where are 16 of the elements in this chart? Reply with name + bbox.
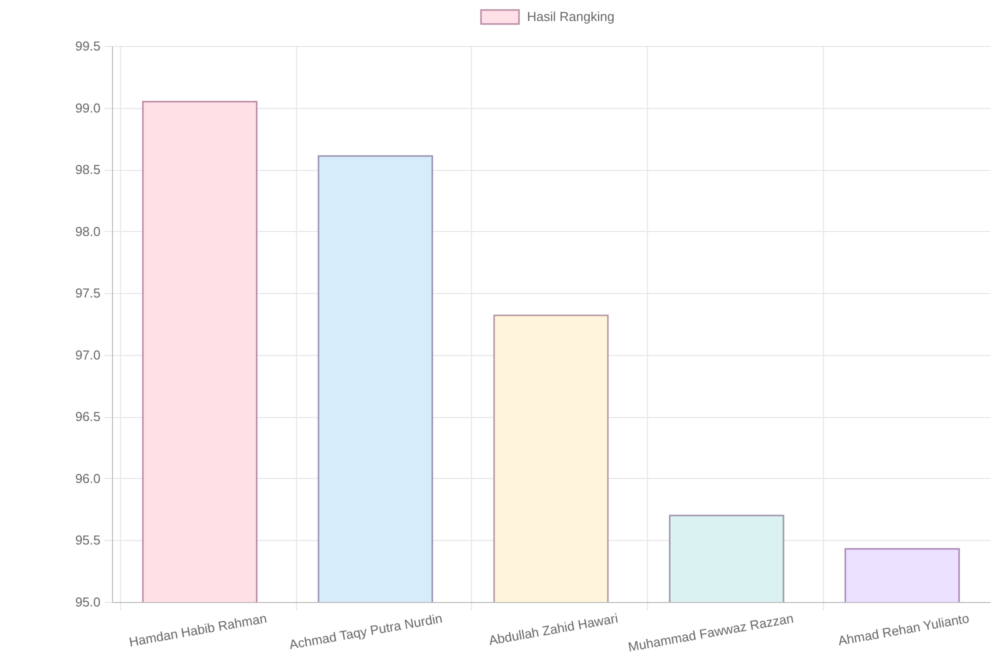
y-tick-label: 95.0 [75,594,100,610]
x-tick-label: Achmad Taqy Putra Nurdin [288,610,444,652]
y-tick-label: 98.5 [75,162,100,178]
legend-label: Hasil Rangking [527,9,614,24]
y-tick-label: 97.0 [75,347,100,362]
x-tick-label: Hamdan Habib Rahman [128,610,268,650]
y-tick-label: 99.0 [75,100,100,116]
x-tick-label: Ahmad Rehan Yulianto [836,610,970,648]
y-tick-label: 97.5 [75,286,100,301]
y-tick-label: 98.0 [75,224,100,239]
y-tick-label: 96.5 [75,409,100,424]
x-tick-label: Abdullah Zahid Hawari [488,610,620,648]
y-tick-label: 95.5 [75,532,100,548]
y-tick-label: 96.0 [75,470,100,486]
y-tick-label: 99.5 [75,38,100,54]
x-tick-label: Muhammad Fawwaz Razzan [626,610,795,654]
